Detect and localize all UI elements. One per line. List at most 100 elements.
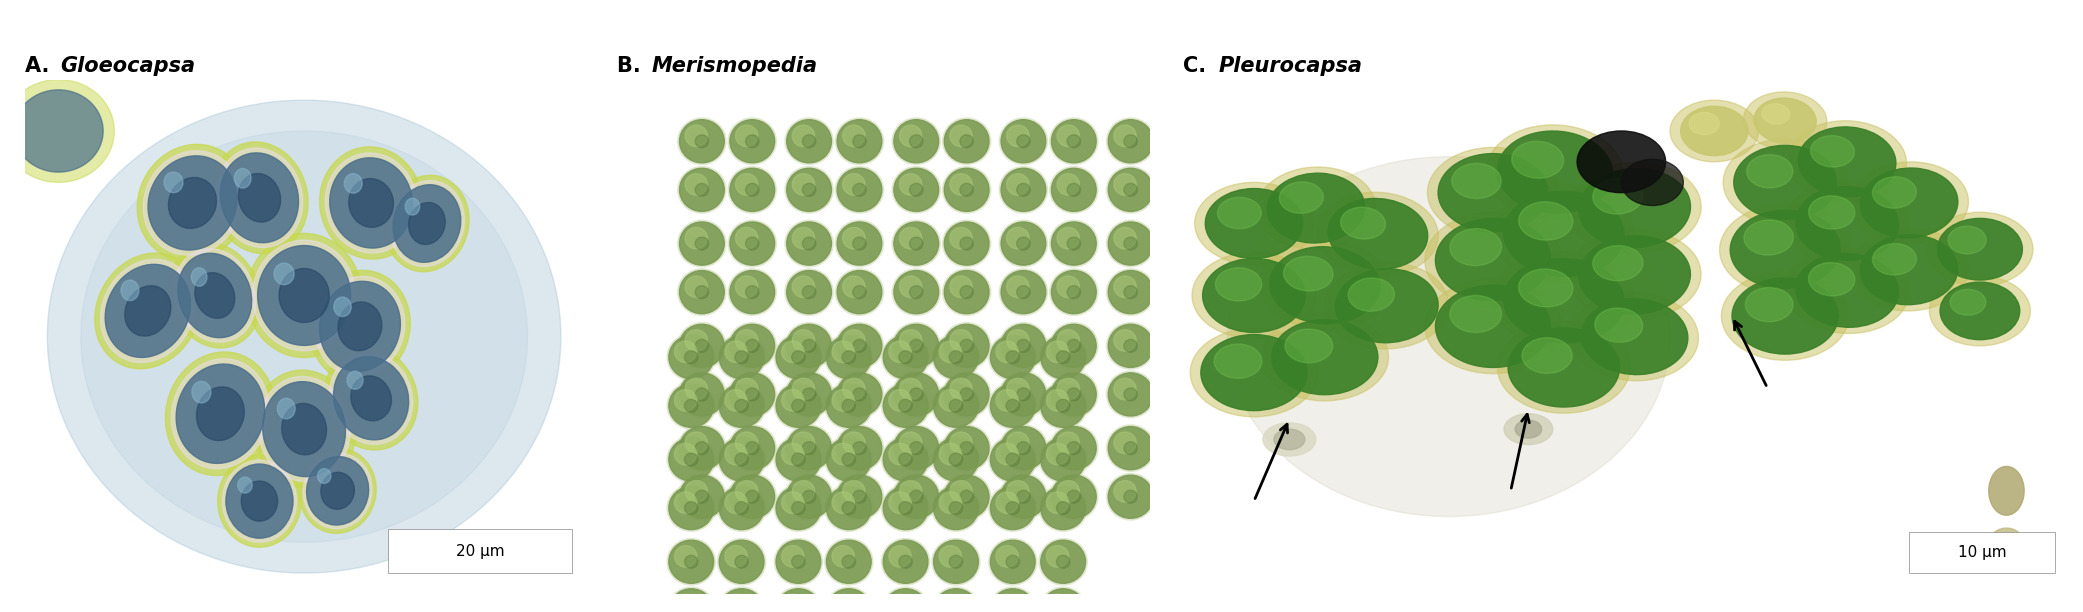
Ellipse shape [1873,177,1916,208]
Circle shape [883,487,929,529]
Ellipse shape [1514,420,1541,438]
Circle shape [900,480,923,502]
Circle shape [900,174,923,195]
Ellipse shape [1929,276,2031,346]
Circle shape [989,587,1037,612]
Circle shape [1050,474,1098,520]
Circle shape [842,604,856,612]
Ellipse shape [1275,429,1304,450]
Circle shape [1164,125,1187,147]
Ellipse shape [252,240,356,351]
Circle shape [792,399,806,412]
Circle shape [1000,220,1048,267]
Text: 20 μm: 20 μm [456,543,504,559]
Ellipse shape [1325,263,1450,349]
Circle shape [1039,436,1087,483]
Circle shape [1066,286,1081,299]
Ellipse shape [1216,267,1262,301]
Ellipse shape [1927,212,2033,286]
Circle shape [892,474,939,520]
Ellipse shape [348,179,394,227]
Circle shape [1056,555,1071,569]
Circle shape [894,427,939,470]
Circle shape [844,276,864,297]
Circle shape [1006,174,1029,195]
Ellipse shape [1450,229,1502,266]
Circle shape [1056,125,1079,147]
Circle shape [831,545,854,567]
Circle shape [685,453,698,466]
Ellipse shape [1873,244,1916,275]
Circle shape [900,453,912,466]
Circle shape [677,474,727,520]
Circle shape [792,604,806,612]
Ellipse shape [321,472,354,509]
Circle shape [802,286,817,299]
Circle shape [944,168,989,211]
Circle shape [781,443,804,465]
Circle shape [852,388,867,401]
Circle shape [729,118,777,165]
Circle shape [1125,184,1137,196]
Circle shape [1125,286,1137,299]
Circle shape [677,220,727,267]
Circle shape [717,485,767,531]
Circle shape [1108,120,1154,163]
Circle shape [746,237,758,250]
Circle shape [1002,373,1046,416]
Circle shape [1056,330,1079,351]
Circle shape [1066,184,1081,196]
Ellipse shape [1748,155,1793,188]
Circle shape [1052,475,1096,518]
Circle shape [825,539,873,585]
Ellipse shape [1948,226,1987,254]
Ellipse shape [1860,235,1958,305]
Circle shape [746,490,758,503]
Circle shape [1046,390,1069,411]
Ellipse shape [1271,319,1379,395]
Ellipse shape [1341,207,1385,239]
Circle shape [960,442,973,455]
Ellipse shape [165,352,275,476]
Circle shape [1056,227,1079,249]
Circle shape [1056,276,1079,297]
Circle shape [844,227,864,249]
Circle shape [910,490,923,503]
Circle shape [835,371,883,418]
Circle shape [933,384,979,427]
Circle shape [1106,474,1154,520]
Circle shape [894,324,939,367]
Circle shape [785,118,833,165]
Ellipse shape [1581,299,1687,375]
Circle shape [667,485,714,531]
Circle shape [1017,490,1031,503]
Ellipse shape [1196,182,1312,264]
Circle shape [950,604,962,612]
Circle shape [883,335,929,379]
Circle shape [685,432,708,453]
Circle shape [677,425,727,471]
Circle shape [910,286,923,299]
Ellipse shape [192,381,210,403]
Circle shape [1052,271,1096,314]
Circle shape [785,425,833,471]
Circle shape [837,475,881,518]
Ellipse shape [1850,162,1968,244]
Ellipse shape [169,243,260,348]
Circle shape [696,490,708,503]
Circle shape [787,120,831,163]
Ellipse shape [317,469,331,483]
Circle shape [931,382,981,429]
Ellipse shape [210,142,308,253]
Ellipse shape [96,253,200,369]
Circle shape [1156,474,1206,520]
Ellipse shape [1200,335,1308,411]
Ellipse shape [1731,278,1837,354]
Ellipse shape [235,168,252,188]
Ellipse shape [225,464,294,538]
Circle shape [725,492,748,513]
Ellipse shape [196,387,244,441]
Circle shape [1046,545,1069,567]
Circle shape [837,168,881,211]
Ellipse shape [275,263,294,285]
